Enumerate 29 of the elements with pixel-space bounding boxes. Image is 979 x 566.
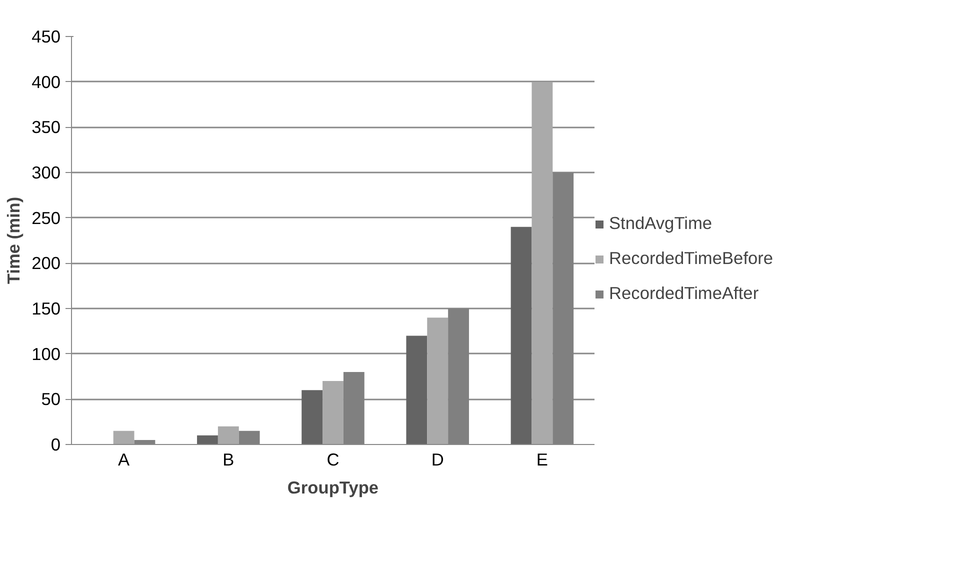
x-tick-label: C	[326, 450, 340, 470]
y-tick-label: 150	[32, 298, 61, 318]
bar	[427, 318, 448, 444]
x-tick-label: B	[222, 450, 234, 470]
y-tick-label: 350	[32, 117, 61, 138]
bar	[302, 390, 323, 444]
bar	[510, 226, 532, 444]
y-tick-label: 450	[32, 26, 61, 46]
x-tick-label: A	[118, 450, 130, 470]
y-tick-label: 0	[50, 434, 61, 454]
bar	[113, 430, 134, 444]
bar	[322, 381, 344, 444]
legend-label: StndAvgTime	[609, 213, 712, 234]
bar	[406, 336, 428, 444]
y-axis-title: Time (min)	[4, 196, 24, 284]
legend-label: RecordedTimeBefore	[609, 248, 774, 269]
bar	[197, 435, 218, 444]
y-tick-label: 300	[32, 162, 61, 182]
bar	[532, 82, 553, 444]
y-tick-label: 100	[32, 344, 61, 364]
bar	[218, 426, 239, 444]
y-tick-label: 400	[32, 72, 61, 92]
legend-label: RecordedTimeAfter	[609, 283, 759, 304]
x-tick-label: D	[431, 450, 444, 470]
x-axis-title: GroupType	[287, 478, 379, 498]
y-tick-label: 200	[32, 253, 61, 274]
x-tick-label: E	[536, 450, 548, 470]
y-tick-label: 50	[41, 389, 61, 410]
y-tick-label: 250	[32, 208, 61, 228]
